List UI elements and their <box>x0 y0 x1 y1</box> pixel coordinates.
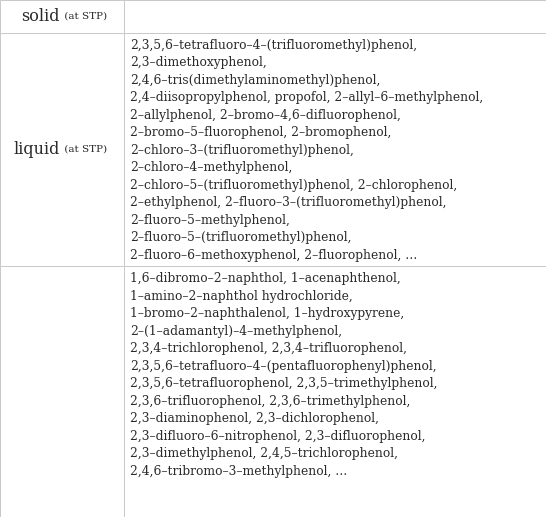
Text: liquid: liquid <box>13 141 60 158</box>
Text: 1,6–dibromo–2–naphthol, 1–acenaphthenol,
1–amino–2–naphthol hydrochloride,
1–bro: 1,6–dibromo–2–naphthol, 1–acenaphthenol,… <box>130 272 437 478</box>
Text: solid: solid <box>21 8 60 25</box>
Text: 2,3,5,6–tetrafluoro–4–(trifluoromethyl)phenol,
2,3–dimethoxyphenol,
2,4,6–tris(d: 2,3,5,6–tetrafluoro–4–(trifluoromethyl)p… <box>130 39 483 262</box>
Text: (at STP): (at STP) <box>61 145 106 154</box>
Text: (at STP): (at STP) <box>61 12 106 21</box>
